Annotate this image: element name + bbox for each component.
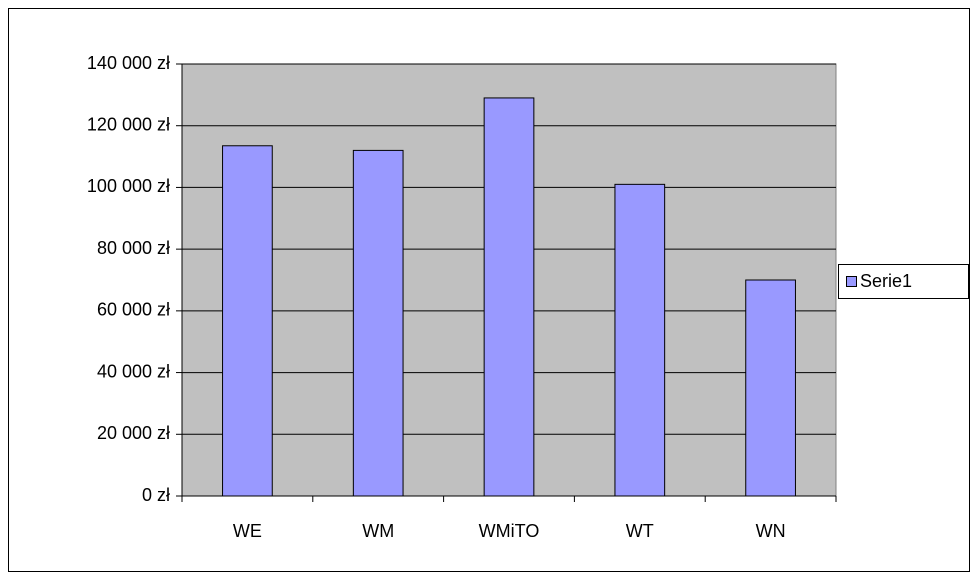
x-tick-label: WN xyxy=(756,521,786,541)
y-tick-label: 80 000 zł xyxy=(97,238,170,258)
x-tick-label: WMiTO xyxy=(479,521,540,541)
x-tick-label: WM xyxy=(362,521,394,541)
y-tick-label: 100 000 zł xyxy=(87,176,170,196)
y-tick-label: 140 000 zł xyxy=(87,53,170,73)
bar xyxy=(483,97,535,497)
y-tick-label: 120 000 zł xyxy=(87,114,170,134)
bar xyxy=(222,145,273,497)
y-tick-label: 20 000 zł xyxy=(97,423,170,443)
x-tick-label: WT xyxy=(626,521,654,541)
bar xyxy=(745,279,796,497)
legend-box xyxy=(838,264,969,299)
bar xyxy=(352,149,404,497)
y-tick-label: 60 000 zł xyxy=(97,300,170,320)
legend-label: Serie1 xyxy=(860,271,912,291)
x-tick-label: WE xyxy=(233,521,262,541)
y-tick-label: 40 000 zł xyxy=(97,361,170,381)
y-tick-label: 0 zł xyxy=(142,485,170,505)
legend-swatch xyxy=(846,276,857,287)
bar xyxy=(614,183,666,497)
